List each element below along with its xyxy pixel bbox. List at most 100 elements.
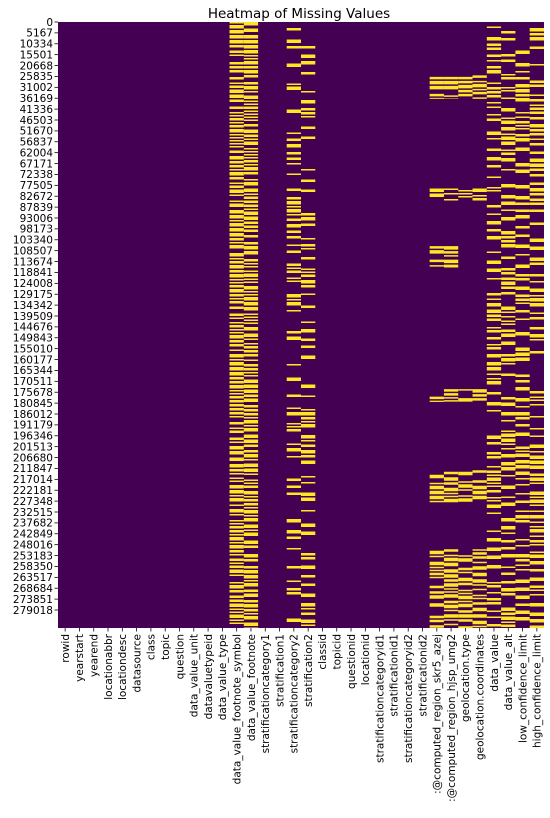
missing-cell: [243, 319, 259, 321]
missing-cell: [229, 344, 244, 347]
missing-cell: [529, 515, 544, 519]
missing-cell: [515, 89, 530, 93]
missing-cell: [486, 54, 502, 57]
missing-cell: [243, 55, 259, 57]
missing-cell: [286, 197, 301, 200]
missing-cell: [515, 450, 530, 452]
missing-cell: [286, 336, 301, 340]
missing-cell: [243, 266, 259, 268]
missing-cell: [486, 330, 502, 333]
missing-cell: [243, 554, 259, 558]
missing-cell: [229, 603, 244, 607]
missing-cell: [429, 396, 444, 400]
missing-cell: [501, 320, 516, 322]
missing-cell: [243, 346, 259, 349]
missing-cell: [243, 327, 259, 331]
missing-cell: [515, 398, 530, 402]
missing-cell: [486, 373, 502, 375]
missing-cell: [229, 611, 244, 613]
missing-cell: [472, 556, 487, 559]
missing-cell: [472, 566, 487, 570]
missing-cell: [486, 337, 502, 340]
missing-cell: [501, 277, 516, 280]
missing-cell: [529, 99, 544, 102]
missing-cell: [529, 391, 544, 394]
missing-cell: [515, 617, 530, 621]
missing-cell: [515, 71, 530, 73]
missing-cell: [243, 221, 259, 224]
missing-cell: [501, 624, 516, 627]
missing-cell: [515, 539, 530, 541]
y-tick-label: 62004: [20, 147, 54, 159]
missing-cell: [501, 329, 516, 332]
missing-cell: [243, 124, 259, 127]
missing-cell: [429, 561, 444, 566]
missing-cell: [486, 477, 502, 481]
missing-cell: [229, 77, 244, 80]
missing-cell: [515, 595, 530, 599]
missing-cell: [443, 199, 459, 201]
missing-cell: [429, 246, 444, 249]
missing-cell: [486, 347, 502, 350]
missing-cell: [243, 398, 259, 402]
missing-cell: [515, 215, 530, 219]
missing-cell: [429, 566, 444, 569]
missing-cell: [472, 552, 487, 555]
missing-cell: [229, 238, 244, 241]
missing-cell: [529, 435, 544, 437]
missing-cell: [501, 306, 516, 310]
missing-cell: [243, 263, 259, 265]
y-tick-label: 155010: [13, 343, 53, 355]
missing-cell: [486, 43, 502, 46]
missing-cell: [301, 54, 316, 58]
missing-cell: [229, 274, 244, 278]
missing-cell: [229, 427, 244, 429]
missing-cell: [515, 84, 530, 88]
missing-cell: [243, 459, 259, 461]
missing-cell: [243, 119, 259, 121]
missing-cell: [501, 184, 516, 188]
missing-cell: [486, 538, 502, 542]
missing-cell: [443, 251, 459, 254]
missing-cell: [501, 607, 516, 611]
missing-cell: [243, 106, 259, 109]
missing-cell: [486, 470, 502, 473]
missing-cell: [243, 622, 259, 626]
missing-cell: [501, 127, 516, 131]
missing-cell: [486, 392, 502, 395]
missing-cell: [286, 39, 301, 43]
missing-cell: [229, 396, 244, 399]
missing-cell: [515, 286, 530, 290]
missing-cell: [458, 481, 473, 483]
missing-cell: [243, 450, 259, 453]
x-tick-label: data_value_footnote_symbol: [231, 634, 243, 784]
missing-cell: [486, 354, 502, 358]
missing-cell: [243, 297, 259, 301]
y-tick-label: 170511: [13, 376, 53, 388]
missing-cell: [229, 614, 244, 618]
missing-cell: [515, 510, 530, 512]
y-tick-label: 118841: [13, 267, 53, 279]
missing-cell: [458, 582, 473, 586]
missing-cell: [458, 89, 473, 93]
x-tick-label: stratificationid2: [417, 634, 429, 717]
missing-cell: [458, 558, 473, 562]
missing-cell: [529, 540, 544, 543]
missing-cell: [486, 381, 502, 385]
missing-cell: [472, 91, 487, 95]
missing-cell: [229, 416, 244, 418]
y-tick-label: 36169: [20, 93, 53, 105]
missing-cell: [529, 193, 544, 196]
missing-cell: [243, 420, 259, 424]
missing-cell: [472, 495, 487, 500]
missing-cell: [472, 394, 487, 397]
missing-cell: [243, 286, 259, 290]
missing-cell: [229, 498, 244, 502]
x-tick-label: data_value: [489, 634, 501, 692]
missing-cell: [501, 581, 516, 584]
y-tick-label: 242849: [13, 529, 53, 541]
missing-cell: [515, 50, 530, 54]
missing-cell: [229, 372, 244, 376]
missing-cell: [229, 89, 244, 93]
missing-cell: [229, 245, 244, 249]
